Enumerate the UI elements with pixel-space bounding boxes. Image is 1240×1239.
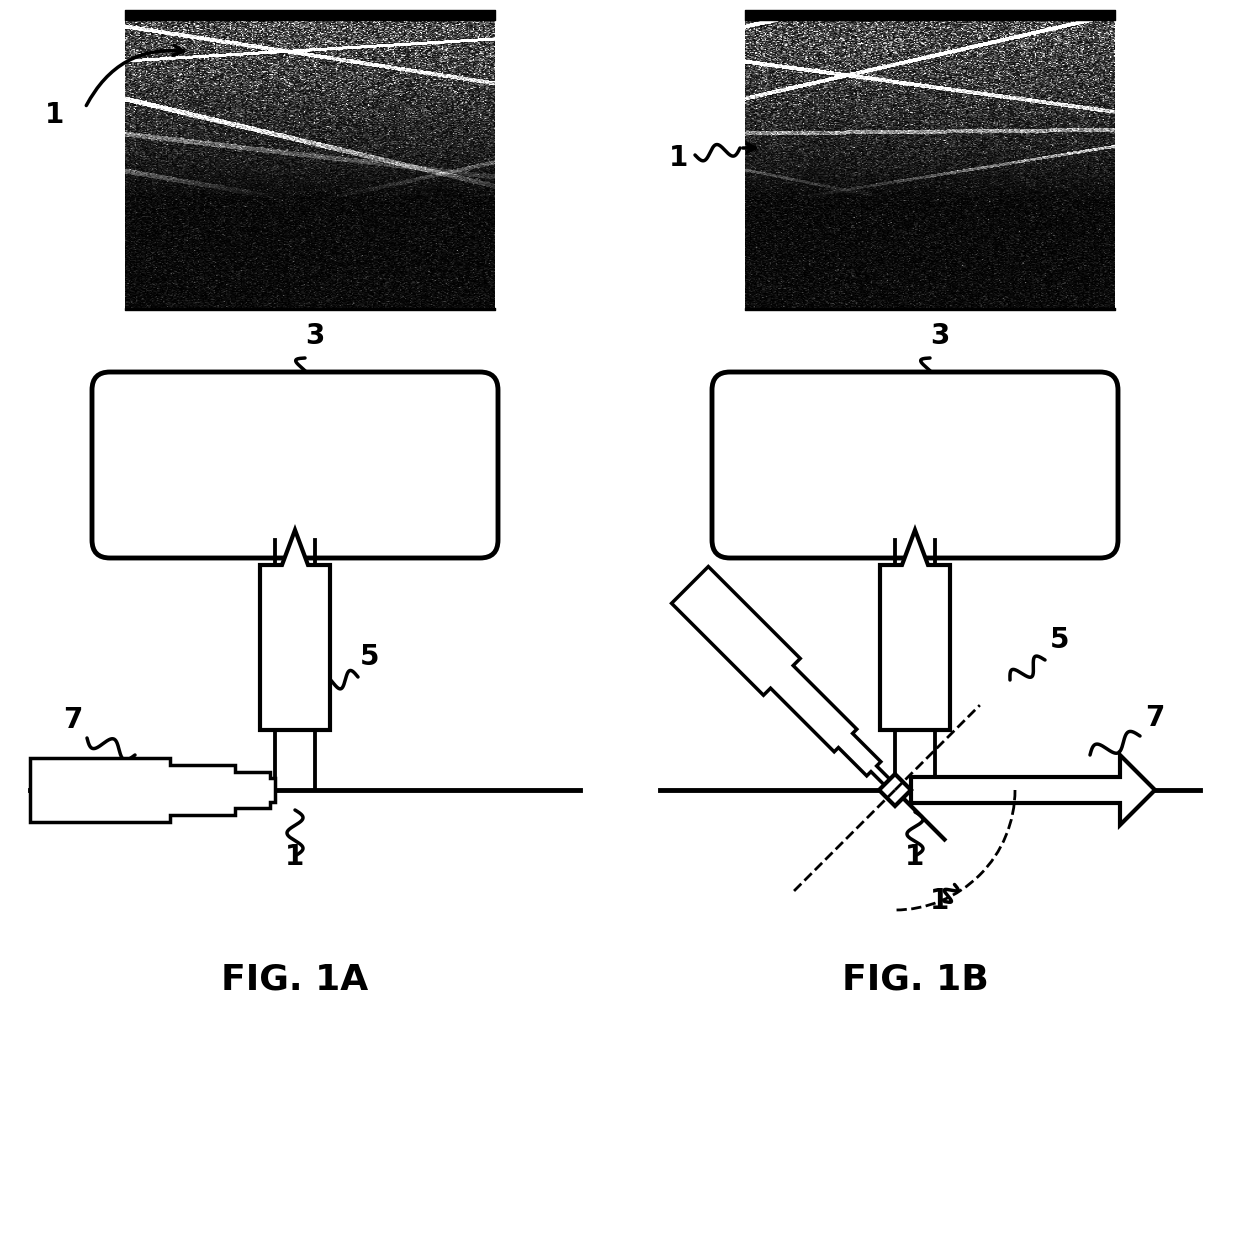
Text: 3: 3	[930, 322, 950, 349]
Text: 3: 3	[305, 322, 325, 349]
Polygon shape	[879, 774, 911, 807]
Polygon shape	[30, 758, 275, 821]
Polygon shape	[911, 755, 1154, 825]
Text: FIG. 1B: FIG. 1B	[842, 963, 988, 997]
Polygon shape	[260, 530, 330, 730]
Text: 5: 5	[360, 643, 379, 672]
Polygon shape	[880, 530, 950, 730]
FancyBboxPatch shape	[712, 372, 1118, 558]
Text: 1: 1	[46, 102, 64, 129]
Text: 7: 7	[63, 706, 82, 733]
Text: 5: 5	[1050, 626, 1069, 654]
Text: 1: 1	[285, 843, 305, 871]
Text: 1: 1	[668, 144, 688, 172]
Text: 1: 1	[930, 887, 949, 916]
FancyBboxPatch shape	[92, 372, 498, 558]
Text: 7: 7	[1145, 704, 1164, 732]
Text: 1: 1	[905, 843, 925, 871]
Polygon shape	[672, 566, 898, 793]
Text: FIG. 1A: FIG. 1A	[222, 963, 368, 997]
